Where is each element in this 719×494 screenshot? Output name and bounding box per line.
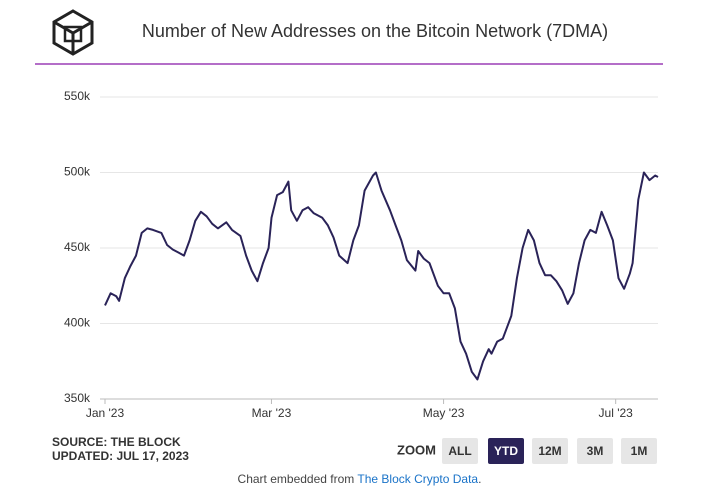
zoom-button[interactable] xyxy=(488,438,524,464)
footer-text: . xyxy=(478,472,482,486)
zoom-button[interactable] xyxy=(442,438,478,464)
y-tick-label: 450k xyxy=(64,240,91,254)
zoom-button[interactable] xyxy=(621,438,657,464)
zoom-button-label[interactable]: 12M xyxy=(538,444,561,458)
y-tick-label: 500k xyxy=(64,165,91,179)
zoom-label: ZOOM xyxy=(397,442,436,457)
data-line xyxy=(104,171,659,381)
footer: Chart embedded from The Block Crypto Dat… xyxy=(0,472,719,486)
logo xyxy=(52,9,94,56)
zoom-button[interactable] xyxy=(577,438,613,464)
source: SOURCE: THE BLOCK xyxy=(52,435,181,449)
chart-title: Number of New Addresses on the Bitcoin N… xyxy=(142,21,608,41)
x-tick-label: May '23 xyxy=(423,406,465,420)
chart: Number of New Addresses on the Bitcoin N… xyxy=(35,9,663,464)
x-tick-label: Jan '23 xyxy=(86,406,125,420)
zoom-button-label[interactable]: ALL xyxy=(448,444,471,458)
y-tick-label: 350k xyxy=(64,391,91,405)
updated: UPDATED: JUL 17, 2023 xyxy=(52,449,189,463)
x-tick-label: Mar '23 xyxy=(252,406,292,420)
y-tick-label: 400k xyxy=(64,316,91,330)
zoom-button-label[interactable]: 1M xyxy=(631,444,648,458)
y-tick-label: 550k xyxy=(64,89,91,103)
zoom-button-label[interactable]: YTD xyxy=(494,444,518,458)
footer-text: Chart embedded from xyxy=(237,472,358,486)
footer-link[interactable]: The Block Crypto Data xyxy=(357,472,479,486)
zoom-button-label[interactable]: 3M xyxy=(587,444,604,458)
zoom-button[interactable] xyxy=(532,438,568,464)
x-tick-label: Jul '23 xyxy=(599,406,634,420)
